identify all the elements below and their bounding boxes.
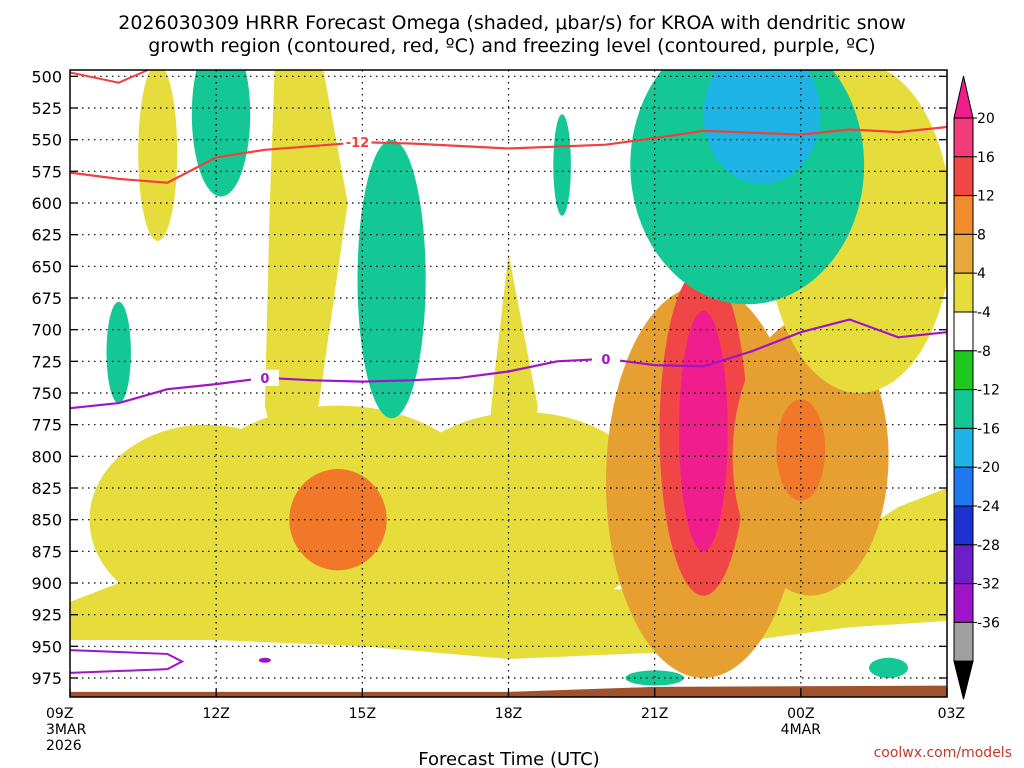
x-tick-label: 18Z	[495, 706, 522, 722]
x-tick-label: 15Z	[349, 706, 376, 722]
colorbar-label: -16	[977, 421, 1000, 437]
y-tick-label: 875	[31, 542, 62, 561]
colorbar-swatch-5	[953, 311, 974, 352]
colorbar-swatch-6	[953, 350, 974, 391]
colorbar-label: 16	[977, 150, 995, 166]
omega-blob-8	[679, 310, 728, 552]
x-tick-label: 00Z	[787, 706, 814, 722]
y-tick-label: 650	[31, 257, 62, 276]
colorbar: 20 16 12 8 4 -4 -8 -12 -16 -20 -24 -28 -32 -36	[953, 75, 1000, 700]
omega-blob-17	[625, 670, 684, 686]
colorbar-label: -28	[977, 538, 1000, 554]
colorbar-label: 20	[977, 111, 995, 127]
omega-blob-11	[357, 139, 426, 419]
y-tick-label: 975	[31, 669, 62, 688]
y-tick-label: 600	[31, 194, 62, 213]
omega-blob-10	[138, 70, 178, 241]
colorbar-label: -8	[977, 344, 991, 360]
colorbar-label: 12	[977, 189, 995, 205]
y-tick-label: 800	[31, 447, 62, 466]
colorbar-label: -20	[977, 460, 1000, 476]
x-axis-label: Forecast Time (UTC)	[418, 749, 599, 768]
colorbar-label: -36	[977, 615, 1000, 631]
plot-area: -12 0 0	[70, 70, 947, 697]
freezing-contour-label-1-bg	[591, 350, 620, 367]
y-tick-label: 950	[31, 637, 62, 656]
y-tick-label: 900	[31, 574, 62, 593]
omega-blob-15	[106, 301, 131, 404]
omega-blob-16	[553, 114, 571, 216]
colorbar-swatch-10	[953, 505, 974, 546]
axes: 500 525 550 575 600 625 650 675 700 725 750 775 800 8…	[31, 67, 965, 754]
x-tick-label: 12Z	[202, 706, 229, 722]
dgz-contour-top	[70, 70, 149, 84]
omega-blob-1	[386, 412, 660, 615]
y-tick-label: 775	[31, 416, 62, 435]
colorbar-swatch-0	[953, 117, 974, 158]
credit-text: coolwx.com/models	[874, 745, 1012, 761]
y-tick-label: 550	[31, 131, 62, 150]
colorbar-swatch-1	[953, 156, 974, 197]
colorbar-swatch-4	[953, 272, 974, 313]
x-tick-label: 09Z	[46, 706, 73, 722]
freezing-level-contour	[70, 318, 947, 410]
freezing-contour-label-0-bg	[250, 369, 279, 386]
omega-blob-2	[89, 424, 324, 615]
y-tick-label: 575	[31, 162, 62, 181]
colorbar-swatch-12	[953, 583, 974, 623]
colorbar-label: -24	[977, 499, 1000, 515]
freezing-contour-label-1: 0	[601, 353, 610, 368]
omega-blob-14	[703, 70, 821, 184]
omega-blob-7	[776, 399, 826, 501]
surface-terrain	[70, 685, 947, 697]
colorbar-swatch-11	[953, 544, 974, 585]
x-tick-label: 03Z	[938, 706, 965, 722]
x-tick-date: 3MAR	[46, 722, 87, 738]
colorbar-label: 8	[977, 227, 986, 243]
colorbar-top-arrow	[953, 75, 974, 119]
dgz-contour-label: -12	[346, 136, 370, 151]
colorbar-label: -4	[977, 305, 991, 321]
colorbar-label: -12	[977, 383, 1000, 399]
dgz-contour-label-bg	[343, 134, 372, 151]
freezing-contour-low	[70, 649, 185, 674]
colorbar-swatch-9	[953, 466, 974, 507]
y-tick-label: 525	[31, 99, 62, 118]
colorbar-swatch-2	[953, 195, 974, 235]
omega-blob-6	[289, 469, 387, 571]
y-tick-label: 625	[31, 226, 62, 245]
y-tick-label: 850	[31, 511, 62, 530]
y-tick-label: 925	[31, 606, 62, 625]
x-tick-year: 2026	[46, 738, 82, 754]
colorbar-swatch-3	[953, 233, 974, 274]
y-tick-label: 825	[31, 479, 62, 498]
x-tick-date: 4MAR	[781, 722, 822, 738]
y-tick-label: 725	[31, 352, 62, 371]
dgz-contour	[70, 125, 947, 184]
y-tick-label: 500	[31, 67, 62, 86]
plot-content: -12 0 0	[70, 70, 947, 697]
x-tick-label: 21Z	[641, 706, 668, 722]
colorbar-bottom-arrow	[953, 660, 974, 700]
y-tick-label: 750	[31, 384, 62, 403]
y-tick-label: 675	[31, 289, 62, 308]
y-tick-label: 700	[31, 321, 62, 340]
chart-title-line1: 2026030309 HRRR Forecast Omega (shaded, …	[118, 12, 906, 34]
chart-title-line2: growth region (contoured, red, ºC) and f…	[148, 35, 875, 57]
colorbar-swatch-7	[953, 389, 974, 429]
colorbar-swatch-8	[953, 427, 974, 468]
omega-blob-12	[191, 70, 251, 197]
omega-blob-18	[869, 657, 908, 679]
freezing-contour-dot	[258, 657, 271, 663]
colorbar-label: -32	[977, 577, 1000, 593]
freezing-contour-label-0: 0	[260, 372, 269, 387]
colorbar-swatch-13	[953, 621, 974, 662]
colorbar-label: 4	[977, 266, 986, 282]
